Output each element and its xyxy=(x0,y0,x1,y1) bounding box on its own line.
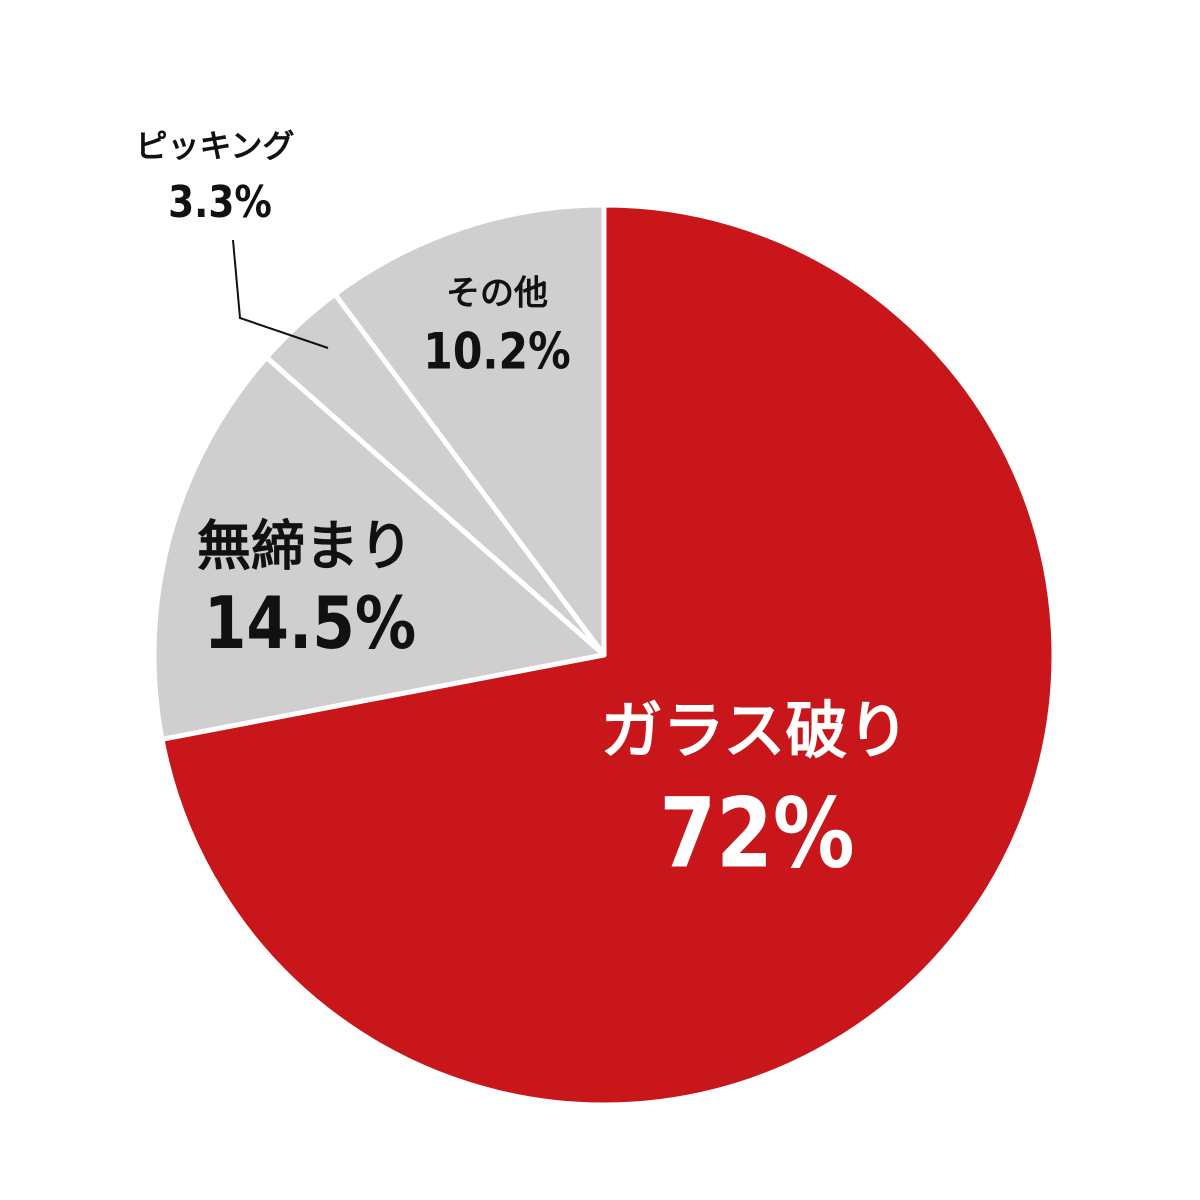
slice-label: ピッキング xyxy=(135,127,294,165)
pie-slice xyxy=(159,202,1057,1108)
pie-slice xyxy=(151,354,607,742)
pie-slice xyxy=(332,202,607,658)
slice-label: 無締まり xyxy=(197,515,413,578)
value-label: 10.2% xyxy=(423,322,570,380)
slice-label: ガラス破り xyxy=(601,694,910,767)
value-label: 14.5% xyxy=(204,581,416,665)
slice-label: その他 xyxy=(446,274,548,314)
value-label: 3.3% xyxy=(168,176,272,228)
leader-line xyxy=(232,239,329,349)
value-label: 72% xyxy=(659,778,854,890)
